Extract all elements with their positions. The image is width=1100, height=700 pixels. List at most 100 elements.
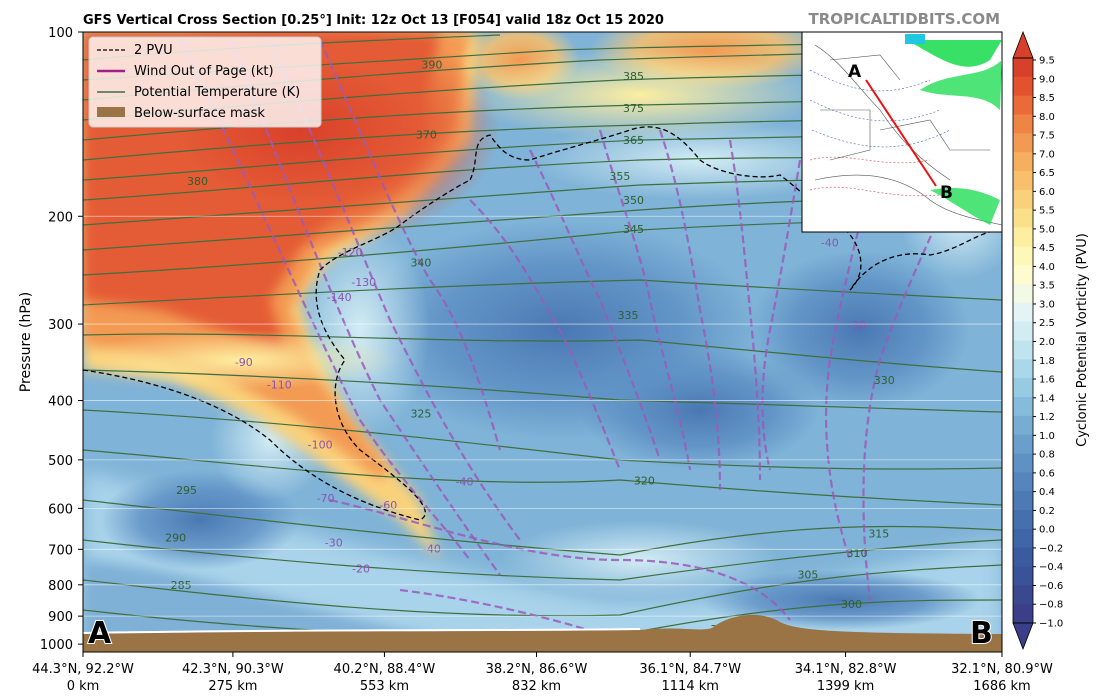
x-tick-distance: 1686 km [973, 679, 1030, 694]
wind-contour-labels: -120 -130 -140 -90 -110 -100 -70 -60 -40 -40 -30 -2… [235, 237, 866, 576]
theta-label: 355 [609, 170, 630, 183]
wind-contours [179, 39, 962, 642]
wind-label: -30 [848, 319, 866, 332]
inset-label-a: A [848, 62, 862, 82]
legend: 2 PVU Wind Out of Page (kt) Potential Te… [88, 36, 322, 128]
colorbar-tick-label: 3.5 [1039, 281, 1055, 292]
colorbar-swatch [1013, 284, 1033, 304]
x-tick-coord: 34.1°N, 82.8°W [795, 662, 897, 677]
colorbar-swatch [1013, 604, 1033, 624]
colorbar-tick-label: 0.8 [1039, 450, 1055, 461]
colorbar-swatch [1013, 302, 1033, 323]
colorbar-swatch [1013, 265, 1033, 285]
theta-label: 365 [623, 134, 644, 147]
theta-label: 300 [841, 598, 862, 611]
colorbar-tick-label: −0.2 [1039, 543, 1063, 554]
legend-pvu: 2 PVU [134, 43, 173, 58]
x-tick-coord: 40.2°N, 88.4°W [334, 662, 436, 677]
colorbar-tick-label: 4.5 [1039, 243, 1055, 254]
theta-label: 285 [171, 579, 192, 592]
x-tick-distance: 275 km [208, 679, 257, 694]
wind-label: -40 [821, 237, 839, 250]
x-tick-coord: 42.3°N, 90.3°W [182, 662, 284, 677]
colorbar-tick-label: 4.0 [1039, 262, 1055, 273]
colorbar-tick-label: 9.5 [1039, 56, 1055, 67]
colorbar-tick-label: 3.0 [1039, 299, 1055, 310]
colorbar-swatch [1013, 171, 1033, 191]
theta-label: 350 [623, 194, 644, 207]
y-tick-label: 700 [48, 543, 73, 558]
colorbar-tick-label: 8.0 [1039, 112, 1055, 123]
colorbar-tick-label: 0.6 [1039, 468, 1055, 479]
theta-label: 335 [618, 309, 639, 322]
colorbar-swatch [1013, 133, 1033, 153]
colorbar-swatch [1013, 208, 1033, 228]
colorbar-swatch [1013, 359, 1033, 379]
y-tick-label: 500 [48, 454, 73, 469]
legend-mask: Below-surface mask [134, 106, 265, 121]
colorbar-tick-label: 0.2 [1039, 506, 1055, 517]
colorbar-swatch [1013, 321, 1033, 341]
colorbar-tick-label: 5.0 [1039, 224, 1055, 235]
x-tick-coord: 44.3°N, 92.2°W [32, 662, 134, 677]
colorbar-tick-label: 1.8 [1039, 356, 1055, 367]
colorbar-swatch [1013, 95, 1033, 115]
x-tick-coord: 36.1°N, 84.7°W [639, 662, 741, 677]
colorbar-swatch [1013, 227, 1033, 247]
y-tick-label: 600 [48, 502, 73, 517]
colorbar-tick-label: 9.0 [1039, 74, 1055, 85]
theta-label: 295 [176, 484, 197, 497]
colorbar-swatch [1013, 397, 1033, 417]
colorbar-swatch [1013, 434, 1033, 454]
wind-label: -120 [338, 246, 363, 259]
colorbar-tick-label: −0.4 [1039, 562, 1063, 573]
colorbar-tick-label: 5.5 [1039, 206, 1055, 217]
y-tick-label: 300 [48, 318, 73, 333]
colorbar-swatch [1013, 415, 1033, 436]
colorbar-swatch [1013, 378, 1033, 398]
legend-theta: Potential Temperature (K) [134, 85, 300, 100]
wind-label: -100 [308, 438, 333, 451]
x-tick-distance: 1114 km [662, 679, 719, 694]
colorbar-tick-label: 1.6 [1039, 375, 1055, 386]
y-tick-label: 1000 [40, 638, 73, 653]
x-tick-coord: 32.1°N, 80.9°W [951, 662, 1053, 677]
colorbar-swatch [1013, 510, 1033, 530]
wind-label: -130 [351, 276, 376, 289]
wind-label: -110 [267, 378, 292, 391]
colorbar-max-arrow [1012, 30, 1034, 59]
x-tick-distance: 1399 km [817, 679, 874, 694]
legend-wind: Wind Out of Page (kt) [134, 64, 274, 79]
colorbar-tick-label: 7.5 [1039, 131, 1055, 142]
colorbar-tick-label: −1.0 [1039, 619, 1063, 630]
colorbar-tick-label: −0.8 [1039, 600, 1063, 611]
wind-label: -40 [456, 475, 474, 488]
section-label-b: B [970, 616, 993, 651]
colorbar-tick-label: 8.5 [1039, 93, 1055, 104]
below-surface-mask [83, 614, 1002, 652]
theta-label: 325 [410, 408, 431, 421]
colorbar-tick-label: 6.5 [1039, 168, 1055, 179]
x-tick-distance: 832 km [512, 679, 561, 694]
y-axis: 100 200 300 400 500 600 700 800 900 1000 [40, 26, 83, 653]
y-tick-label: 800 [48, 579, 73, 594]
colorbar-swatch [1013, 76, 1033, 97]
colorbar-tick-label: 1.4 [1039, 393, 1055, 404]
colorbar-swatch [1013, 566, 1033, 586]
y-tick-label: 900 [48, 610, 73, 625]
theta-label: 345 [623, 223, 644, 236]
colorbar-swatch [1013, 491, 1033, 511]
theta-label: 380 [187, 175, 208, 188]
theta-label: 305 [797, 569, 818, 582]
theta-label: 315 [868, 528, 889, 541]
y-tick-label: 100 [48, 26, 73, 41]
wind-label: -20 [352, 563, 370, 576]
watermark: TROPICALTIDBITS.COM [809, 10, 1001, 28]
wind-label: -40 [423, 542, 441, 555]
colorbar-tick-label: 1.2 [1039, 412, 1055, 423]
colorbar-swatch [1013, 340, 1033, 360]
wind-label: -70 [317, 492, 335, 505]
colorbar-min-arrow [1012, 622, 1034, 651]
x-tick-distance: 0 km [67, 679, 100, 694]
